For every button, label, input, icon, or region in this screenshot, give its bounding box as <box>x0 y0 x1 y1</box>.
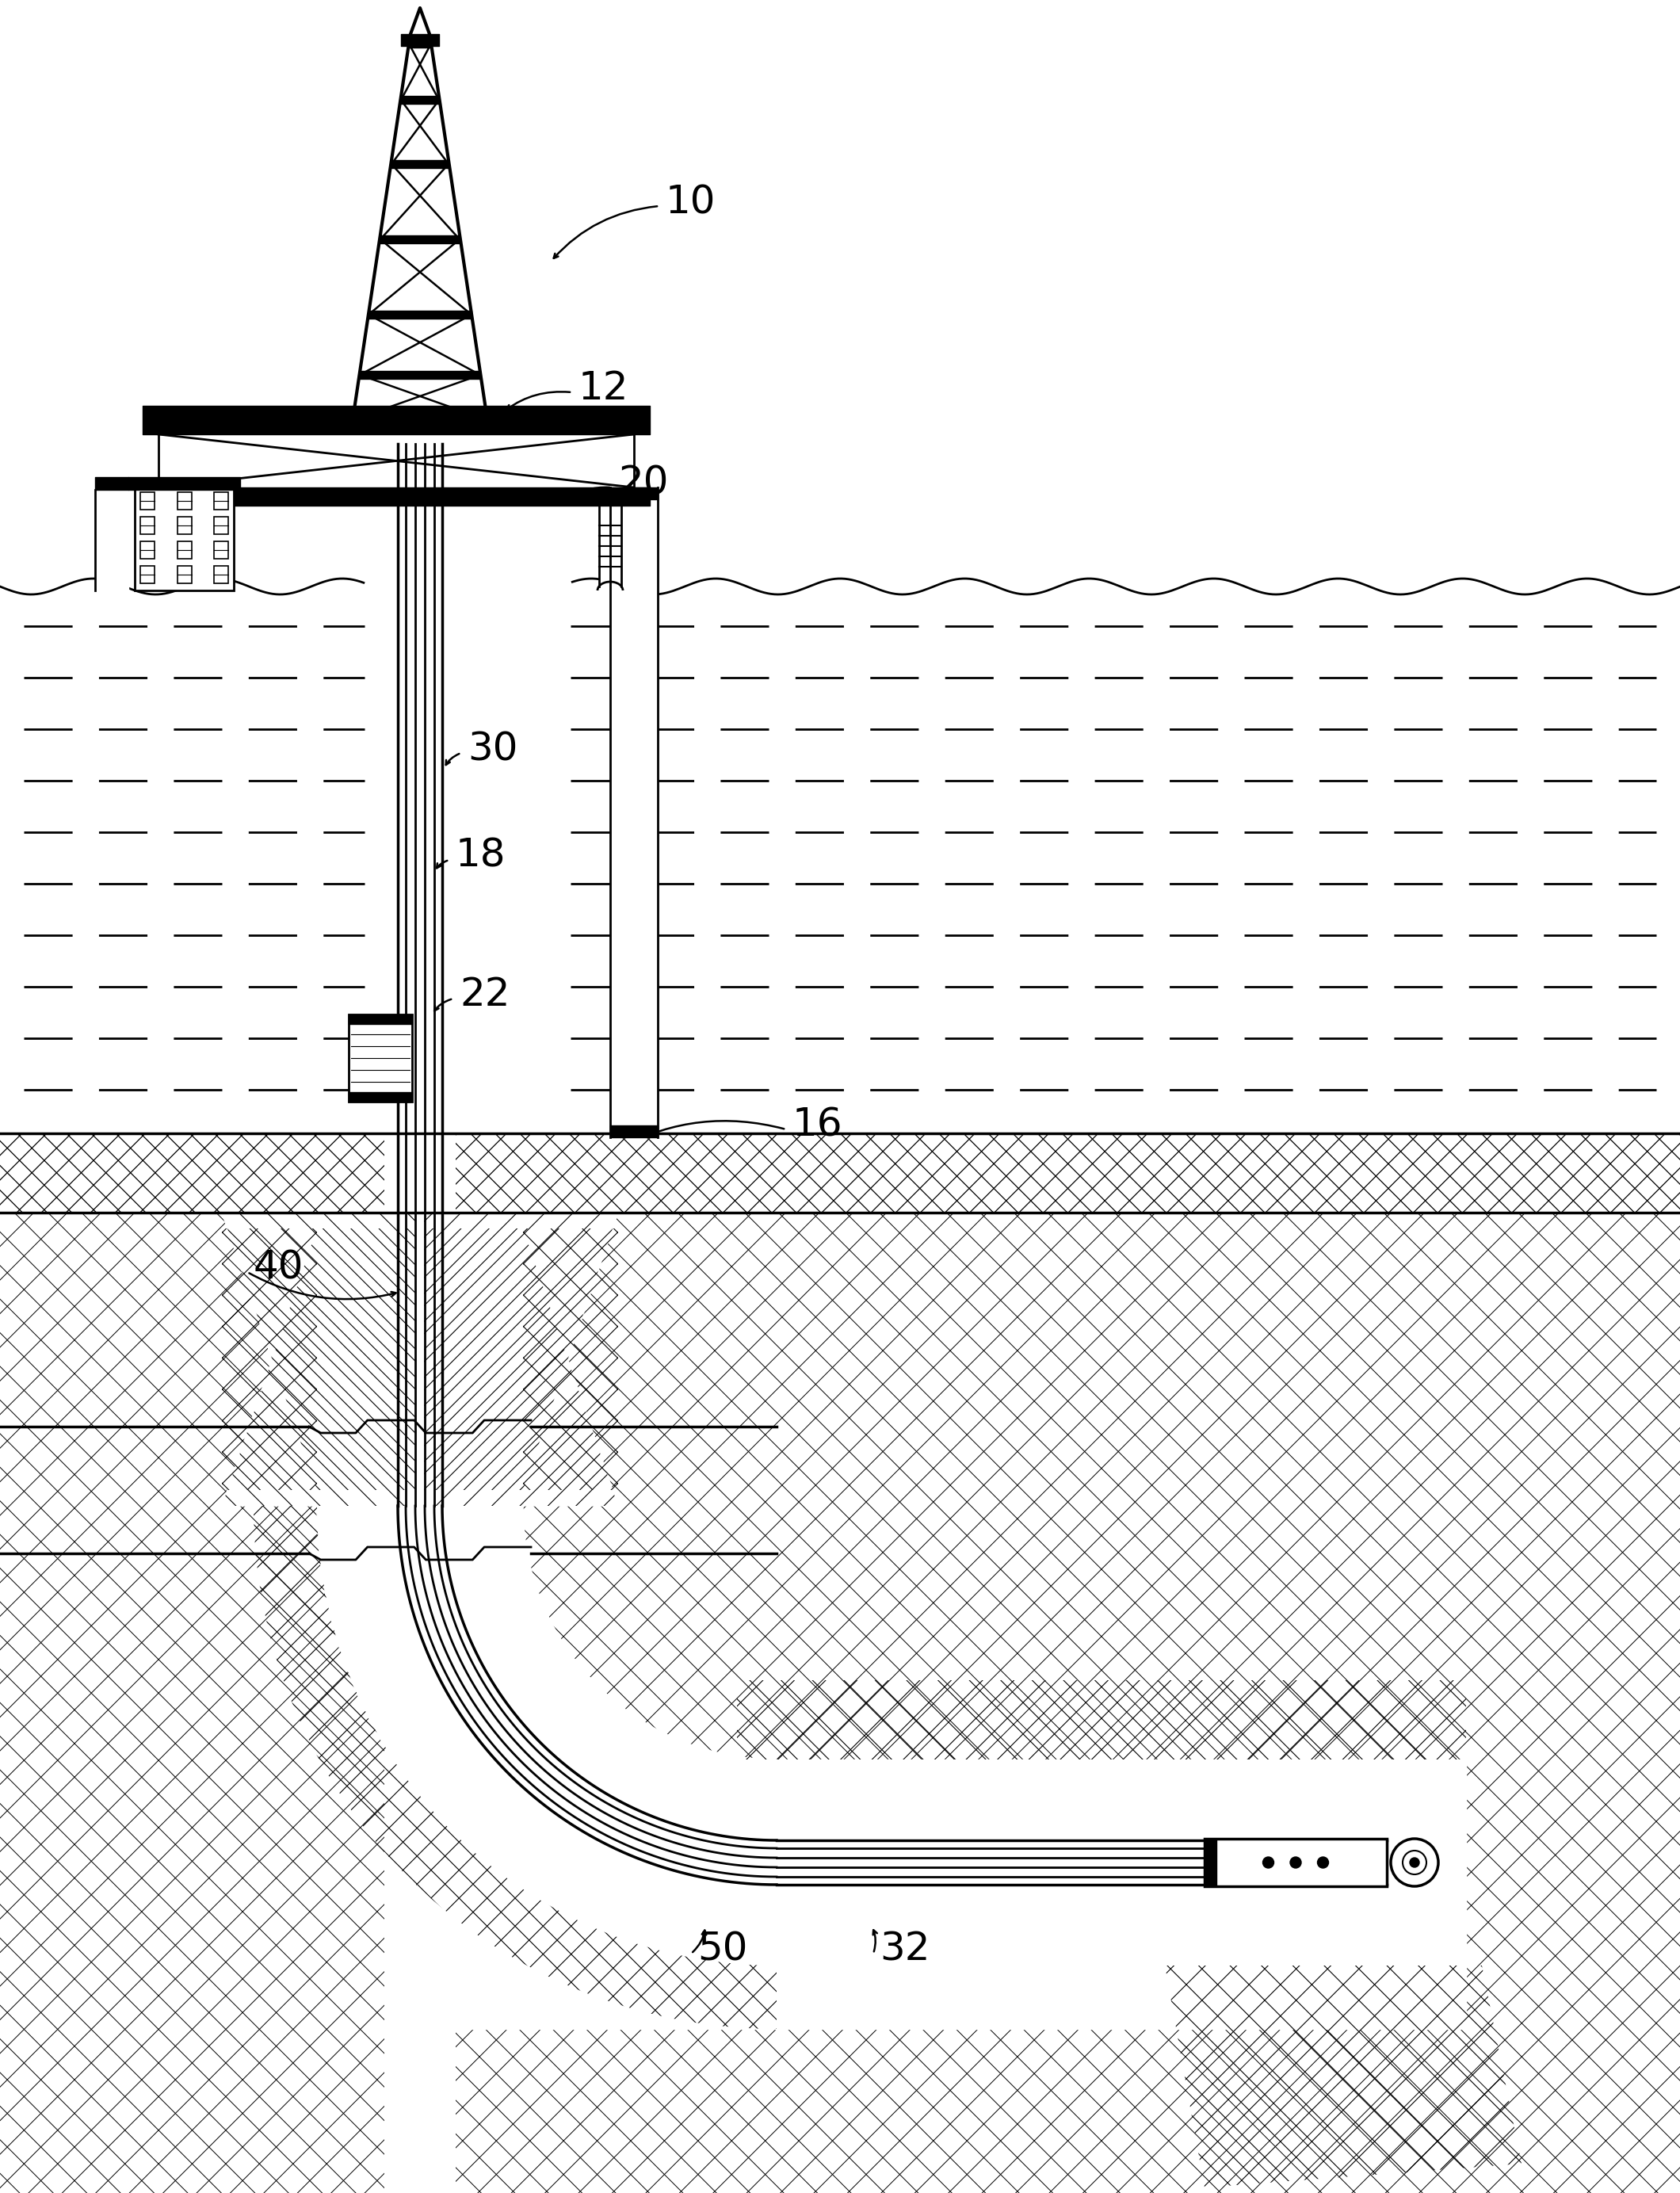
Circle shape <box>1290 1857 1302 1868</box>
Bar <box>139 566 155 583</box>
Bar <box>213 566 228 583</box>
Text: 30: 30 <box>467 730 517 768</box>
Circle shape <box>1391 1838 1438 1886</box>
Bar <box>139 542 155 559</box>
Bar <box>213 518 228 535</box>
Text: 32: 32 <box>880 1930 931 1969</box>
Text: 18: 18 <box>455 838 506 875</box>
Circle shape <box>1317 1857 1329 1868</box>
Circle shape <box>1403 1851 1426 1875</box>
Text: 16: 16 <box>793 1107 843 1145</box>
Text: 20: 20 <box>618 465 669 502</box>
Polygon shape <box>222 1228 618 1507</box>
Polygon shape <box>222 1213 618 1489</box>
Text: 40: 40 <box>254 1250 304 1287</box>
Bar <box>176 491 192 509</box>
Bar <box>134 482 234 590</box>
Text: 10: 10 <box>665 182 716 221</box>
Text: 50: 50 <box>697 1930 748 1969</box>
Bar <box>139 518 155 535</box>
Bar <box>139 491 155 509</box>
Bar <box>176 518 192 535</box>
Bar <box>1205 1838 1386 1886</box>
Bar <box>213 491 228 509</box>
Bar <box>213 542 228 559</box>
Bar <box>176 566 192 583</box>
Text: 22: 22 <box>460 976 511 1013</box>
Text: 12: 12 <box>578 368 628 408</box>
Bar <box>349 1015 412 1101</box>
Polygon shape <box>318 1507 776 1965</box>
Circle shape <box>1410 1857 1420 1866</box>
Bar <box>176 542 192 559</box>
Circle shape <box>1263 1857 1273 1868</box>
